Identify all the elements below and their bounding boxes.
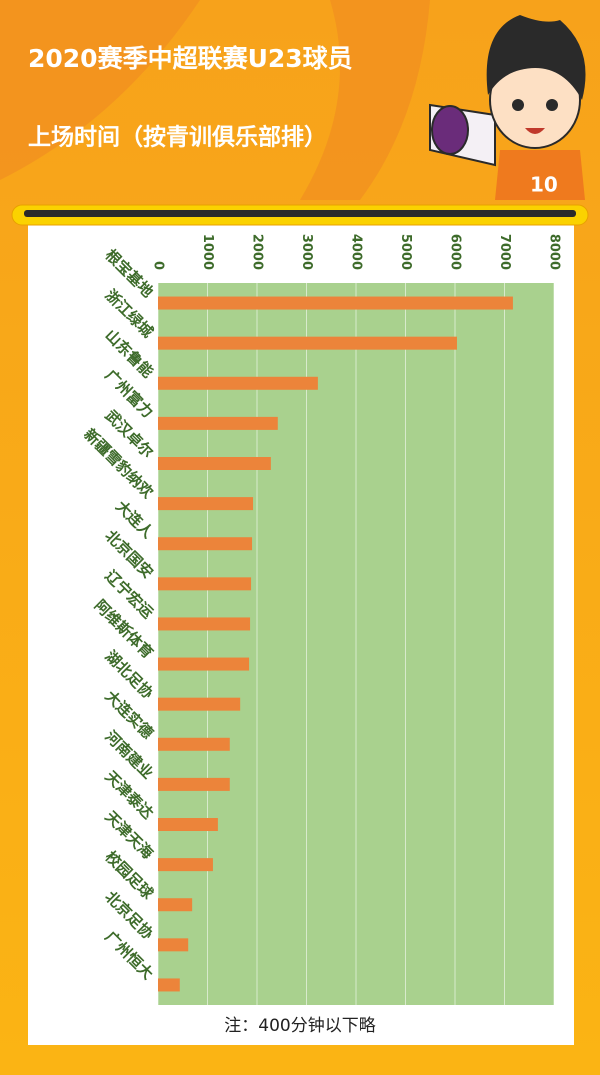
bar [158,858,213,872]
bar [158,497,254,511]
decoration [300,0,430,200]
bar [158,938,189,952]
bar [158,537,253,551]
bar [158,737,230,751]
x-tick-label: 0 [151,261,166,270]
bar [158,978,180,992]
bar [158,697,241,711]
x-tick-label: 6000 [448,234,463,270]
bar [158,898,193,912]
bar [158,617,251,631]
mascot: 10 [429,15,586,200]
x-tick-label: 3000 [299,234,314,270]
x-tick-label: 1000 [200,234,215,270]
bar [158,336,457,350]
bar [158,657,250,671]
x-tick-label: 2000 [250,234,265,270]
x-tick-label: 8000 [547,234,562,270]
x-tick-label: 7000 [497,234,512,270]
chart-title: 2020赛季中超联赛U23球员 [28,44,353,73]
scroll-slot [24,210,576,217]
bar [158,457,271,470]
bar [158,777,230,791]
svg-text:10: 10 [530,173,558,197]
bar [158,577,252,591]
note: 注：400分钟以下略 [224,1016,375,1036]
x-tick-label: 4000 [349,234,364,270]
decoration [0,0,200,180]
bar [158,296,513,310]
bar [158,416,278,430]
bar [158,376,318,390]
bar [158,818,218,831]
chart-subtitle: 上场时间（按青训俱乐部排） [28,124,327,151]
x-tick-label: 5000 [398,234,413,270]
